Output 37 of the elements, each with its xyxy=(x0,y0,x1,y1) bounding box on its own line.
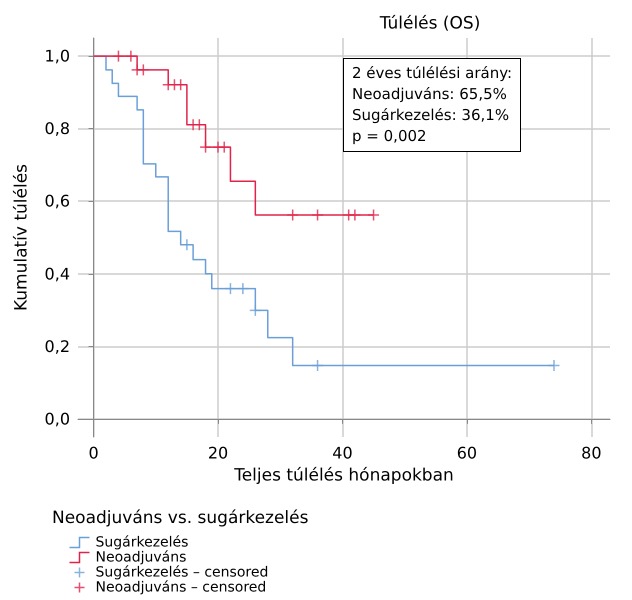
legend-label: Sugárkezelés xyxy=(96,534,188,550)
point xyxy=(286,208,299,222)
annotation: Neoadjuváns: 65,5% xyxy=(352,84,508,105)
x-tick-label: 0 xyxy=(88,444,99,462)
annotation: 2 éves túlélési arány: xyxy=(352,63,512,84)
y-tick-label: 0,2 xyxy=(44,336,70,356)
point xyxy=(199,140,212,154)
chart-title: Túlélés (OS) xyxy=(378,14,480,34)
point xyxy=(218,140,230,154)
point xyxy=(548,359,560,372)
point xyxy=(137,64,150,76)
y-tick-label: 0,8 xyxy=(44,119,70,138)
y-tick-label: 0,6 xyxy=(44,192,70,211)
point xyxy=(112,50,125,62)
y-tick-label: 0,0 xyxy=(44,409,70,428)
x-tick-label: 60 xyxy=(456,444,478,462)
x-tick-label: 20 xyxy=(208,444,228,462)
x-axis-title: Teljes túlélés hónapokban xyxy=(233,466,454,486)
annotation: p = 0,002 xyxy=(352,126,428,147)
point xyxy=(311,208,324,222)
y-tick-label: 0,4 xyxy=(44,264,70,284)
legend-label: Neoadjuváns – censored xyxy=(96,580,266,596)
y-axis-title: Kumulatív túlélés xyxy=(12,164,32,312)
point xyxy=(311,359,324,372)
y-tick-label: 1,0 xyxy=(44,46,70,66)
point xyxy=(236,282,250,295)
legend-title: Neoadjuváns vs. sugárkezelés xyxy=(52,508,308,528)
point xyxy=(124,50,138,62)
point xyxy=(367,208,380,222)
legend-label: Sugárkezelés – censored xyxy=(96,564,268,580)
x-tick-label: 80 xyxy=(581,444,602,462)
point xyxy=(348,208,362,222)
point xyxy=(224,282,237,295)
point xyxy=(249,304,262,317)
x-tick-label: 40 xyxy=(332,444,353,462)
legend-label: Neoadjuváns xyxy=(96,550,186,566)
annotation: Sugárkezelés: 36,1% xyxy=(352,105,510,126)
